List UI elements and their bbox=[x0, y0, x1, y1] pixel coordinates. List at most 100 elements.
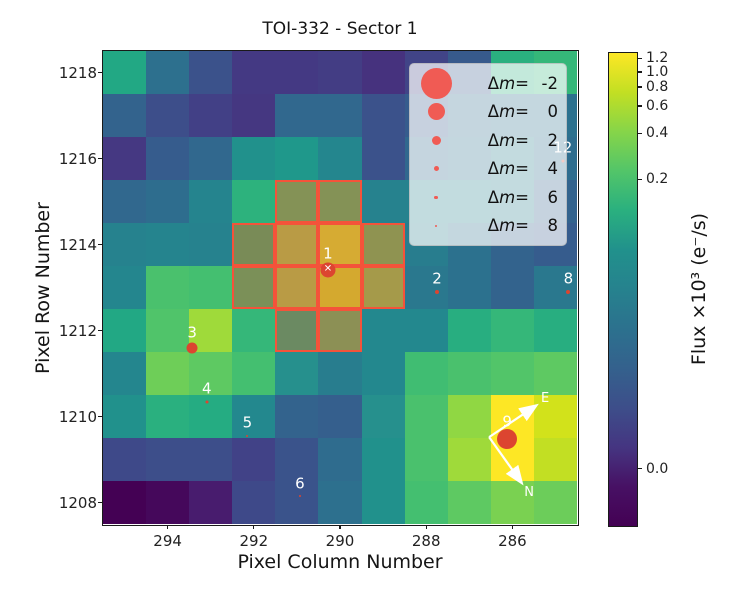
colorbar-tick-label: 0.2 bbox=[646, 171, 669, 188]
y-axis-label: Pixel Row Number bbox=[32, 202, 54, 374]
y-tick-label: 1216 bbox=[58, 149, 97, 168]
heatmap-cell bbox=[490, 266, 535, 310]
heatmap-cell bbox=[146, 438, 190, 482]
star-marker-1: ✕ bbox=[320, 262, 336, 278]
star-marker-8 bbox=[566, 289, 571, 294]
heatmap-cell bbox=[275, 180, 320, 224]
colorbar-tick-label: 0.6 bbox=[646, 97, 669, 114]
heatmap-plot: EN ✕1234568912 Δm = -2 Δm = 0 Δm = 2 Δm … bbox=[103, 51, 577, 524]
x-tick-label: 294 bbox=[153, 532, 182, 550]
legend-delta: Δ bbox=[487, 73, 500, 93]
heatmap-cell bbox=[232, 481, 276, 524]
heatmap-cell bbox=[275, 94, 320, 138]
colorbar-tick-mark bbox=[637, 468, 642, 470]
y-tick-label: 1208 bbox=[58, 493, 97, 512]
heatmap-cell bbox=[146, 395, 190, 439]
star-marker-5 bbox=[246, 434, 249, 437]
heatmap-cell bbox=[189, 481, 233, 524]
heatmap-cell bbox=[232, 223, 276, 267]
legend-marker-cell bbox=[414, 67, 458, 99]
magnitude-circle-icon bbox=[427, 103, 445, 121]
magnitude-circle-icon bbox=[434, 224, 438, 227]
heatmap-cell bbox=[533, 309, 577, 353]
star-label-6: 6 bbox=[295, 474, 305, 492]
heatmap-cell bbox=[103, 180, 147, 224]
heatmap-cell bbox=[404, 309, 449, 353]
heatmap-cell bbox=[146, 137, 190, 181]
heatmap-cell bbox=[275, 481, 320, 524]
aperture-cell bbox=[361, 266, 405, 309]
y-tick-mark bbox=[97, 501, 102, 504]
magnitude-circle-icon bbox=[431, 135, 441, 145]
heatmap-cell bbox=[447, 481, 492, 524]
heatmap-cell bbox=[275, 51, 320, 95]
star-marker-4 bbox=[205, 400, 209, 404]
heatmap-cell bbox=[318, 51, 363, 95]
heatmap-cell bbox=[275, 438, 320, 482]
legend-marker-cell bbox=[414, 224, 458, 227]
heatmap-cell bbox=[361, 51, 406, 95]
heatmap-cell bbox=[189, 438, 233, 482]
x-tick-label: 292 bbox=[239, 532, 269, 550]
heatmap-cell bbox=[189, 223, 233, 267]
x-tick-mark bbox=[425, 524, 427, 529]
legend-var: m bbox=[499, 102, 516, 122]
magnitude-circle-icon bbox=[433, 166, 439, 172]
legend-delta: Δ bbox=[487, 159, 500, 179]
y-tick-label: 1218 bbox=[58, 63, 97, 82]
aperture-cell bbox=[361, 223, 405, 266]
heatmap-cell bbox=[103, 352, 147, 396]
heatmap-cell bbox=[189, 266, 233, 310]
legend-var: m bbox=[499, 130, 516, 150]
legend-eq: = bbox=[515, 102, 529, 122]
heatmap-cell bbox=[232, 395, 276, 439]
heatmap-cell bbox=[361, 481, 406, 524]
legend-var: m bbox=[499, 216, 516, 236]
colorbar-tick-label: 0.4 bbox=[646, 125, 669, 142]
legend-marker-cell bbox=[414, 103, 458, 121]
colorbar-tick-label: 1.0 bbox=[646, 63, 669, 80]
heatmap-cell bbox=[533, 352, 577, 396]
heatmap-cell bbox=[361, 309, 406, 353]
heatmap-cell bbox=[447, 352, 492, 396]
heatmap-cell bbox=[275, 309, 320, 353]
heatmap-cell bbox=[361, 266, 406, 310]
heatmap-cell bbox=[232, 51, 276, 95]
heatmap-cell bbox=[232, 438, 276, 482]
legend-var: m bbox=[499, 187, 516, 207]
heatmap-cell bbox=[189, 94, 233, 138]
heatmap-cell bbox=[146, 51, 190, 95]
aperture-cell bbox=[318, 223, 362, 266]
x-tick-mark bbox=[339, 524, 341, 529]
legend-eq: = bbox=[515, 187, 529, 207]
heatmap-cell bbox=[361, 137, 406, 181]
aperture-cell bbox=[232, 266, 276, 309]
legend-marker-cell bbox=[414, 166, 458, 172]
y-tick-label: 1214 bbox=[58, 235, 97, 254]
heatmap-cell bbox=[146, 94, 190, 138]
legend-delta: Δ bbox=[487, 130, 500, 150]
heatmap-cell bbox=[318, 395, 363, 439]
star-label-3: 3 bbox=[187, 323, 197, 342]
legend-var: m bbox=[499, 159, 516, 179]
y-tick-mark bbox=[97, 157, 102, 160]
legend-delta: Δ bbox=[487, 216, 500, 236]
y-tick-mark bbox=[97, 329, 102, 332]
heatmap-cell bbox=[189, 352, 233, 396]
legend-delta: Δ bbox=[487, 187, 500, 207]
heatmap-cell bbox=[232, 352, 276, 396]
heatmap-cell bbox=[189, 51, 233, 95]
aperture-cell bbox=[275, 309, 319, 352]
aperture-cell bbox=[275, 180, 319, 223]
aperture-cell bbox=[318, 309, 362, 352]
legend-value: 4 bbox=[547, 159, 559, 179]
heatmap-cell bbox=[275, 223, 320, 267]
heatmap-cell bbox=[103, 395, 147, 439]
heatmap-cell bbox=[146, 309, 190, 353]
